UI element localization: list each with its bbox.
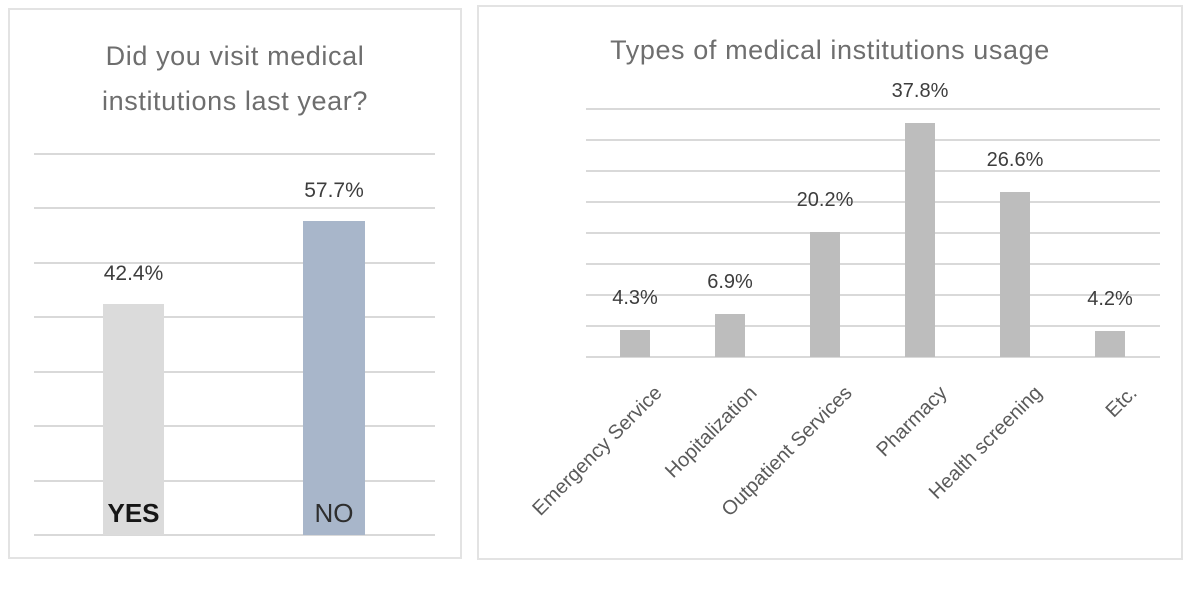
chart2-plot-area: 4.3% Emergency Service 6.9% Hopitalization 2…: [479, 7, 1181, 558]
category-label: NO: [314, 498, 354, 528]
value-label: 37.8%: [891, 79, 949, 102]
bar-no: [303, 220, 365, 535]
chart1-title-line2: institutions last year?: [102, 86, 368, 116]
value-label: 4.2%: [1087, 287, 1133, 310]
gridline: [586, 325, 1160, 327]
bar-yes: [103, 303, 164, 535]
value-label: 57.7%: [304, 178, 364, 202]
gridline: [34, 207, 435, 209]
gridline: [586, 356, 1160, 358]
bar-hopitalization: [715, 314, 745, 357]
chart1-title-line1: Did you visit medical: [105, 41, 365, 71]
gridline: [586, 294, 1160, 296]
value-label: 20.2%: [796, 188, 854, 211]
category-label: YES: [107, 498, 160, 528]
chart2-title: Types of medical institutions usage: [610, 35, 1050, 65]
bar-emergency-service: [620, 330, 650, 357]
gridline: [586, 263, 1160, 265]
gridline: [586, 232, 1160, 234]
bar-outpatient-services: [810, 231, 840, 357]
value-label: 6.9%: [707, 271, 753, 294]
value-label: 42.4%: [103, 261, 164, 285]
bar-health-screening: [1000, 192, 1030, 357]
gridline: [586, 170, 1160, 172]
visit-question-chart-panel: Did you visit medical institutions last …: [8, 8, 462, 559]
gridline: [34, 479, 435, 482]
bar-etc-: [1095, 330, 1125, 357]
gridline: [586, 139, 1160, 141]
chart1-plot-area: 42.4% YES 57.7% NO: [10, 10, 460, 557]
gridline: [34, 534, 435, 536]
usage-types-chart-panel: Types of medical institutions usage 4.3%…: [477, 5, 1183, 560]
gridline: [34, 152, 435, 155]
value-label: 26.6%: [986, 149, 1044, 172]
gridline: [34, 425, 435, 427]
value-label: 4.3%: [612, 287, 658, 310]
gridline: [34, 370, 435, 373]
bar-pharmacy: [905, 122, 935, 357]
chart1-title: Did you visit medical institutions last …: [10, 34, 460, 124]
gridline: [586, 201, 1160, 203]
gridline: [34, 261, 435, 264]
gridline: [586, 108, 1160, 110]
gridline: [34, 316, 435, 318]
